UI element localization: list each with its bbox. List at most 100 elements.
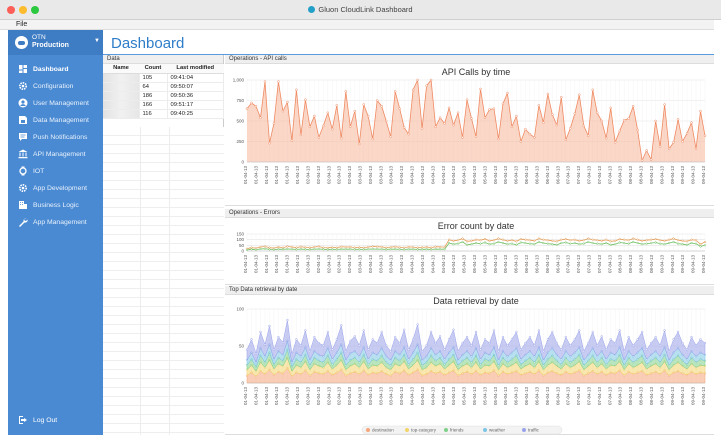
data-point [254, 248, 258, 251]
data-point [434, 125, 437, 128]
data-point [286, 100, 289, 104]
sidebar-item-configuration[interactable]: Configuration [8, 78, 103, 94]
data-point [560, 95, 563, 99]
data-point [659, 242, 662, 245]
data-point [376, 245, 379, 248]
data-point [439, 248, 442, 251]
data-point [349, 339, 352, 342]
x-tick-label: 05-04-13 [493, 166, 498, 185]
data-point [703, 341, 707, 345]
column-header-count[interactable]: Count [139, 64, 167, 74]
data-point [403, 328, 406, 331]
data-point [434, 341, 437, 345]
sidebar-item-data-management[interactable]: Data Management [8, 112, 103, 128]
column-header-last-modified[interactable]: Last modified [167, 64, 224, 74]
environment-selector[interactable]: OTN Production ▼ [8, 30, 103, 55]
data-point [519, 238, 522, 241]
data-point [623, 350, 626, 353]
sidebar-item-iot[interactable]: IOT [8, 163, 103, 179]
data-point [474, 238, 478, 241]
data-point [358, 248, 361, 251]
data-point [308, 248, 311, 251]
x-tick-label: 03-04-13 [389, 387, 394, 406]
data-point [654, 119, 657, 123]
data-point [591, 330, 594, 334]
data-point [295, 248, 298, 251]
sidebar-item-user-management[interactable]: User Management [8, 95, 103, 111]
table-row[interactable]: 64 09:50:07 [103, 82, 224, 92]
data-point [677, 239, 680, 242]
data-point [618, 129, 621, 133]
data-point [425, 84, 428, 87]
data-point [465, 335, 469, 339]
data-point [672, 237, 675, 240]
data-point [461, 240, 464, 243]
sidebar-item-app-management[interactable]: App Management [8, 214, 103, 230]
legend-label[interactable]: friends [450, 428, 464, 433]
data-point [578, 239, 581, 242]
data-point [699, 243, 702, 246]
area-series-traffic [246, 320, 706, 364]
x-tick-label: 07-04-13 [566, 387, 571, 406]
x-tick-label: 06-04-13 [545, 255, 550, 274]
maximize-window-button[interactable] [31, 6, 39, 14]
x-tick-label: 02-04-13 [347, 255, 352, 274]
data-point [542, 238, 545, 241]
row-name-redacted [103, 109, 140, 119]
legend-label[interactable]: weather [489, 428, 506, 433]
data-point [618, 238, 621, 241]
data-point [681, 239, 684, 242]
sidebar-item-api-management[interactable]: API Management [8, 146, 103, 162]
table-row[interactable]: 166 09:51:17 [103, 100, 224, 110]
data-point [600, 119, 603, 123]
table-row[interactable]: 105 09:41:04 [103, 73, 224, 83]
data-point [636, 338, 639, 341]
x-tick-label: 04-04-13 [410, 166, 415, 185]
column-header-name[interactable]: Name [103, 64, 139, 74]
data-point [492, 107, 496, 110]
data-point [632, 237, 635, 240]
table-row[interactable]: 186 09:50:36 [103, 91, 224, 101]
logout-button[interactable]: Log Out [8, 412, 103, 428]
menu-file[interactable]: File [16, 21, 28, 28]
data-point [470, 239, 473, 242]
data-point [304, 248, 307, 251]
table-row[interactable]: 116 09:40:25 [103, 109, 224, 119]
x-tick-label: 06-04-13 [555, 387, 560, 406]
row-count: 166 [139, 100, 168, 110]
data-point [394, 248, 397, 251]
x-tick-label: 08-04-13 [618, 387, 623, 406]
data-point [344, 90, 348, 93]
data-point [335, 248, 338, 251]
data-point [420, 127, 424, 130]
data-point [546, 239, 549, 242]
close-window-button[interactable] [7, 6, 15, 14]
data-point [501, 102, 505, 106]
data-point [245, 107, 249, 110]
sidebar-item-business-logic[interactable]: Business Logic [8, 197, 103, 213]
data-point [640, 330, 644, 334]
data-point [304, 329, 307, 332]
x-tick-label: 04-04-13 [430, 387, 435, 406]
x-tick-label: 02-04-13 [347, 166, 352, 185]
legend-label[interactable]: destination [372, 428, 394, 433]
x-tick-label: 04-04-13 [420, 387, 425, 406]
x-tick-label: 04-04-13 [430, 166, 435, 185]
data-point [641, 243, 644, 246]
x-tick-label: 07-04-13 [576, 166, 581, 185]
data-point [268, 246, 271, 249]
minimize-window-button[interactable] [19, 6, 27, 14]
data-point [537, 240, 540, 243]
sidebar-item-push-notifications[interactable]: Push Notifications [8, 129, 103, 145]
legend-label[interactable]: top-category [411, 428, 437, 433]
x-tick-label: 01-04-13 [243, 387, 248, 406]
sidebar-item-app-development[interactable]: App Development [8, 180, 103, 196]
y-tick-label: 50 [239, 344, 245, 349]
sidebar-item-dashboard[interactable]: Dashboard [8, 61, 103, 77]
x-tick-label: 06-04-13 [545, 166, 550, 185]
data-point [259, 245, 262, 249]
data-point [497, 137, 500, 141]
legend-label[interactable]: traffic [528, 428, 540, 433]
data-point [654, 238, 657, 241]
x-tick-label: 09-04-13 [659, 166, 664, 185]
